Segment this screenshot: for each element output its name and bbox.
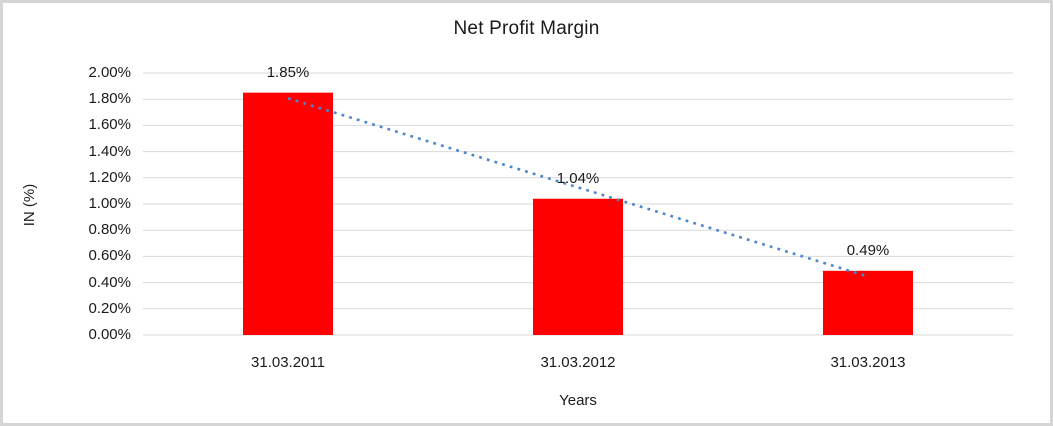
y-tick-label: 1.00% [88,195,131,212]
y-tick-label: 0.20% [88,299,131,317]
y-tick-label: 1.80% [88,90,131,108]
chart-title: Net Profit Margin [453,18,600,39]
bar-data-label: 1.85% [266,63,310,81]
y-tick-label: 1.60% [88,116,131,134]
y-tick-label: 0.40% [88,273,131,291]
x-tick-label: 31.03.2013 [830,354,906,371]
bar-31.03.2013 [823,270,913,335]
x-tick-label: 31.03.2012 [540,354,616,371]
bar-31.03.2012 [533,198,623,335]
bar-data-label: 0.49% [846,241,890,259]
y-tick-label: 0.60% [88,247,131,265]
x-axis-title: Years [559,392,597,409]
y-tick-label: 1.40% [88,142,131,160]
plot-area [143,72,1013,336]
y-tick-label: 0.00% [88,326,131,343]
trendline [287,97,869,278]
bar-data-label: 1.04% [556,169,600,187]
y-tick-label: 0.80% [88,221,131,239]
y-tick-label: 1.20% [88,168,131,186]
bar-31.03.2011 [243,92,333,336]
x-tick-label: 31.03.2011 [251,354,325,371]
y-tick-label: 2.00% [88,64,131,81]
